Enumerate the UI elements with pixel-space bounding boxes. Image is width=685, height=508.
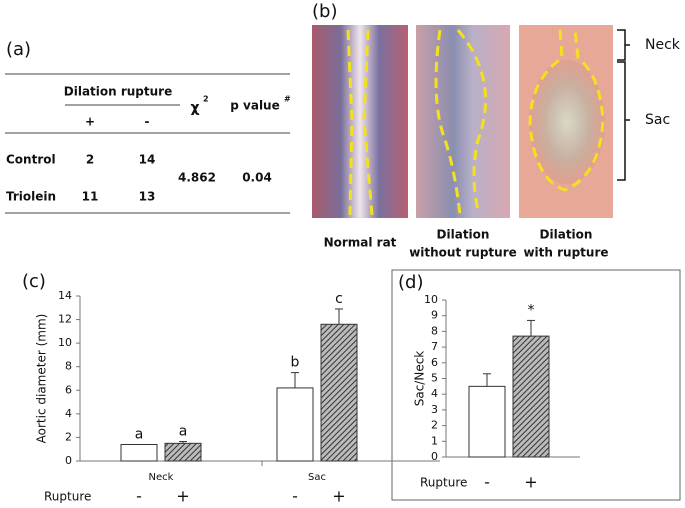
series-label: - bbox=[484, 473, 490, 492]
x-tick-label: Sac bbox=[308, 472, 326, 483]
y-tick-label: 9 bbox=[431, 309, 438, 322]
bar bbox=[164, 442, 202, 462]
y-axis-label: Aortic diameter (mm) bbox=[35, 314, 49, 444]
y-tick-label: 14 bbox=[58, 289, 72, 302]
y-tick-label: 0 bbox=[65, 454, 72, 467]
y-tick-label: 2 bbox=[65, 430, 72, 443]
bracket-label: Neck bbox=[645, 37, 681, 53]
caption: without rupture bbox=[409, 246, 517, 260]
bar bbox=[468, 385, 506, 458]
y-tick-label: 2 bbox=[431, 419, 438, 432]
y-tick-label: 12 bbox=[58, 313, 72, 326]
y-tick-label: 7 bbox=[431, 340, 438, 353]
bar bbox=[276, 387, 314, 462]
series-label: + bbox=[176, 487, 189, 506]
panel-frame bbox=[391, 269, 681, 501]
superscript: # bbox=[284, 95, 291, 104]
y-tick-label: 5 bbox=[431, 372, 438, 385]
y-tick-label: 4 bbox=[431, 387, 438, 400]
y-tick-label: 10 bbox=[58, 336, 72, 349]
caption: Dilation bbox=[437, 228, 490, 242]
series-label: - bbox=[292, 487, 298, 506]
y-tick-label: 6 bbox=[65, 383, 72, 396]
y-tick-label: 0 bbox=[431, 450, 438, 463]
series-label: + bbox=[524, 473, 537, 492]
caption: Normal rat bbox=[324, 236, 397, 250]
y-tick-label: 8 bbox=[431, 324, 438, 337]
significance-label: a bbox=[135, 427, 144, 443]
cell: Triolein bbox=[6, 190, 56, 204]
cell: 0.04 bbox=[242, 171, 272, 185]
sac bbox=[529, 60, 605, 184]
cell: 11 bbox=[82, 190, 99, 204]
photo bbox=[312, 25, 408, 218]
significance-label: a bbox=[179, 424, 188, 440]
panel-label: (d) bbox=[398, 272, 423, 293]
significance-label: * bbox=[528, 302, 535, 318]
x-tick-label: Neck bbox=[149, 472, 174, 483]
photos: (b) Normal rat Dilation without rupture … bbox=[312, 1, 681, 260]
superscript: 2 bbox=[203, 95, 209, 104]
panel-label: (b) bbox=[312, 1, 337, 22]
y-tick-label: 3 bbox=[431, 403, 438, 416]
y-axis-label: Sac/Neck bbox=[413, 351, 427, 407]
y-tick-label: 10 bbox=[424, 293, 438, 306]
y-tick-label: 6 bbox=[431, 356, 438, 369]
caption: with rupture bbox=[523, 246, 608, 260]
outline bbox=[528, 29, 605, 192]
panel-label: (c) bbox=[22, 271, 46, 292]
cell: 14 bbox=[139, 153, 156, 167]
bar bbox=[320, 323, 358, 462]
cell: 13 bbox=[139, 190, 156, 204]
header: p value bbox=[230, 99, 279, 113]
outline bbox=[434, 29, 488, 216]
panel-label: (a) bbox=[6, 39, 31, 60]
caption: Dilation bbox=[540, 228, 593, 242]
header: + bbox=[85, 115, 95, 129]
cell: 2 bbox=[86, 153, 94, 167]
significance-label: c bbox=[335, 291, 343, 307]
cell: 4.862 bbox=[178, 171, 216, 185]
bracket-label: Sac bbox=[645, 112, 670, 128]
y-tick-label: 1 bbox=[431, 434, 438, 447]
header: Dilation rupture bbox=[64, 85, 173, 99]
series-label: + bbox=[332, 487, 345, 506]
cell: Control bbox=[6, 153, 56, 167]
header: - bbox=[145, 115, 150, 129]
bar bbox=[512, 335, 550, 458]
header: χ bbox=[190, 100, 199, 116]
y-tick-label: 4 bbox=[65, 407, 72, 420]
bar bbox=[120, 444, 158, 462]
photo bbox=[416, 25, 510, 218]
series-label: - bbox=[136, 487, 142, 506]
y-tick-label: 8 bbox=[65, 360, 72, 373]
bracket bbox=[617, 29, 630, 181]
x-axis-label: Rupture bbox=[420, 476, 467, 490]
x-axis-label: Rupture bbox=[44, 490, 91, 504]
table: (a) Dilation rupture + - χ 2 p value # C… bbox=[5, 39, 291, 214]
outline bbox=[346, 29, 374, 216]
significance-label: b bbox=[291, 355, 300, 371]
